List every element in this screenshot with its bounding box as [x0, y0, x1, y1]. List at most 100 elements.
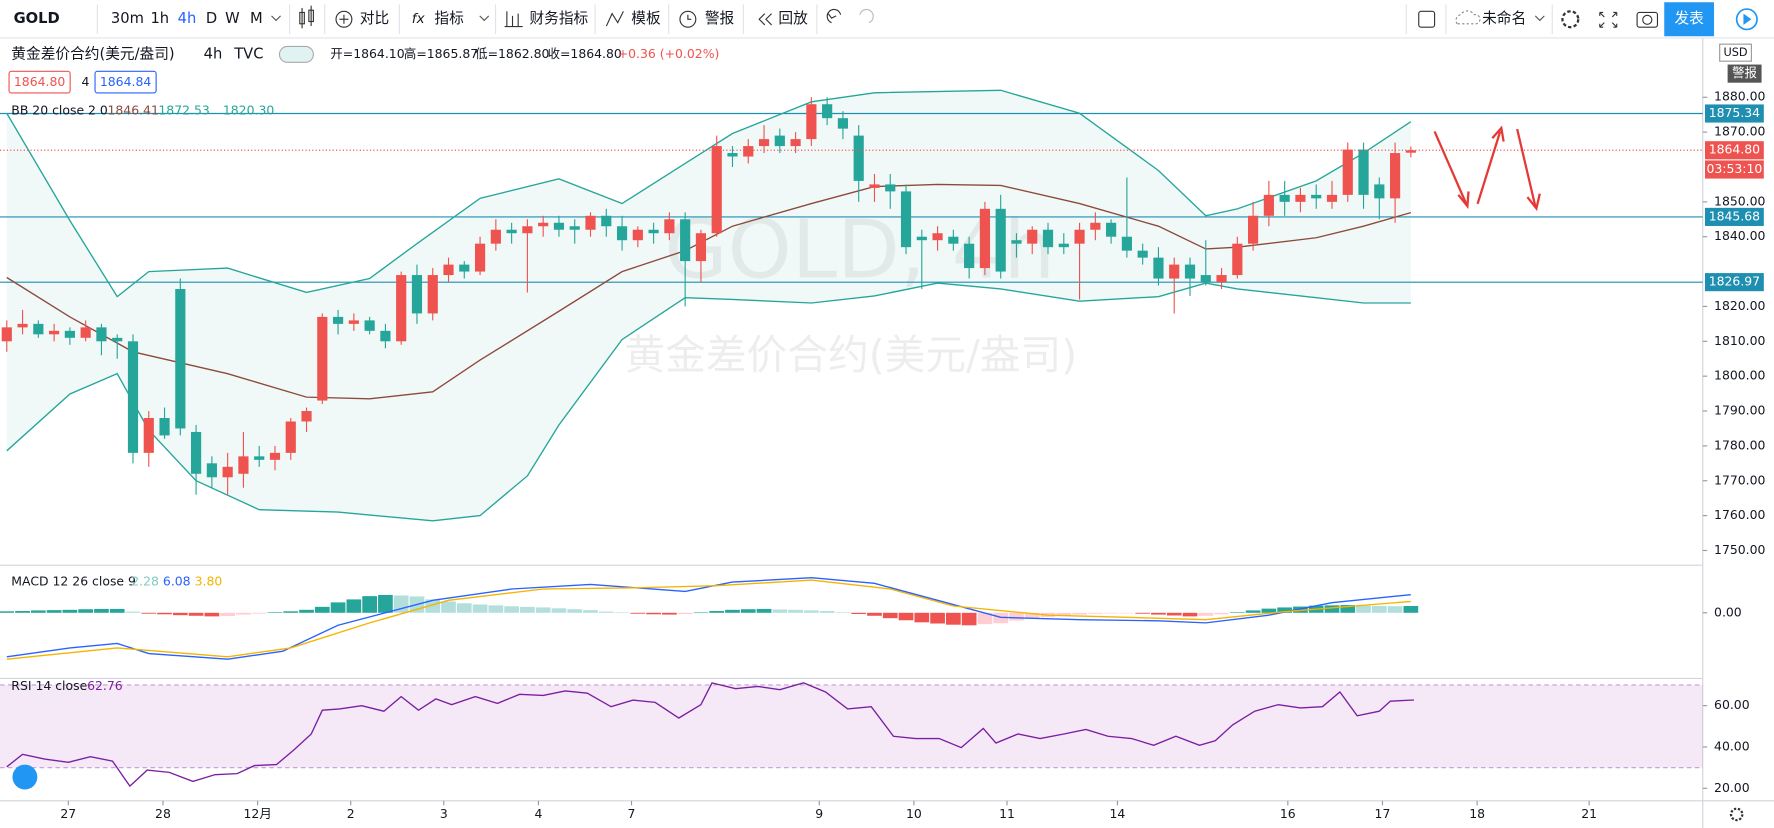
settings-icon[interactable] [1561, 10, 1580, 29]
macd-histogram-bar [1009, 612, 1024, 621]
axis-settings[interactable] [1729, 807, 1744, 822]
snapshot-icon[interactable] [1636, 11, 1659, 28]
candle-body [822, 104, 833, 119]
macd-histogram-bar [1340, 605, 1356, 613]
publish-button[interactable]: 发表 [1674, 10, 1704, 27]
interval-button[interactable]: W [225, 10, 240, 27]
candle-body [1216, 275, 1227, 283]
macd-histogram-bar [109, 608, 125, 613]
interval-button[interactable]: 30m [111, 10, 144, 27]
macd-histogram-bar [30, 610, 46, 613]
macd-histogram-bar [220, 612, 236, 617]
symbol[interactable]: GOLD [14, 10, 60, 27]
fullscreen-box[interactable] [1418, 10, 1436, 28]
interval-button[interactable]: 1h [150, 10, 169, 27]
expand-icon[interactable] [1599, 11, 1618, 28]
macd-histogram-bar [756, 608, 772, 613]
alert-button[interactable]: 警报 [705, 10, 735, 27]
candle-body [869, 184, 880, 188]
macd-histogram-bar [1403, 606, 1419, 613]
macd-histogram-bar [788, 609, 803, 613]
candle-body [80, 327, 91, 338]
hline-label: 1826.97 [1709, 274, 1760, 289]
macd-histogram-bar [1119, 612, 1135, 614]
candle-body [1, 327, 12, 342]
macd-histogram-bar [188, 612, 204, 616]
candle-body [1184, 264, 1196, 279]
date-tick-label: 16 [1280, 806, 1296, 821]
rsi-tick-label: 20.00 [1714, 780, 1750, 795]
drawn-arrows [1433, 125, 1541, 211]
redo-icon[interactable] [859, 8, 874, 24]
candle-body [900, 191, 912, 248]
macd-histogram-bar [1229, 612, 1245, 613]
macd-histogram-bar [930, 612, 945, 624]
candle-body [96, 327, 107, 342]
indicators-button[interactable]: 指标 [434, 10, 464, 27]
candle-body [964, 243, 975, 269]
stream-button[interactable] [1735, 8, 1758, 31]
date-tick-label: 3 [440, 806, 448, 821]
macd-histogram-bar [172, 612, 188, 616]
candle-body [553, 222, 565, 230]
financials-button[interactable]: 财务指标 [529, 10, 588, 27]
candle-body [1011, 240, 1022, 244]
macd-histogram-bar [740, 609, 756, 613]
candle-body [506, 229, 517, 234]
macd-histogram-bar [1356, 605, 1371, 613]
alert-icon[interactable] [679, 10, 697, 28]
replay-icon[interactable] [758, 13, 772, 26]
macd-histogram-bar [535, 607, 551, 613]
macd-histogram-bar [1072, 612, 1087, 615]
macd-histogram-bar [94, 608, 109, 613]
compare-button[interactable]: 对比 [360, 10, 389, 27]
macd-histogram-bar [378, 594, 393, 613]
candle-body [238, 456, 249, 474]
macd-tick-label: 0.00 [1714, 604, 1742, 619]
dropdown-icon[interactable] [1534, 15, 1545, 22]
candle-icon[interactable] [299, 5, 314, 29]
undo-icon[interactable] [826, 8, 842, 24]
interval-button[interactable]: 4h [178, 10, 197, 27]
candle-body [1405, 150, 1416, 153]
macd-histogram-bar [662, 612, 677, 615]
macd-histogram-bar [1056, 612, 1072, 616]
cloud-icon[interactable] [1455, 10, 1481, 25]
macd-legend-value: 2.28 [131, 574, 159, 589]
alert-badge[interactable] [1727, 64, 1762, 83]
dropdown-icon[interactable] [271, 15, 281, 22]
alert-badge-label[interactable]: 警报 [1732, 65, 1757, 80]
macd-histogram-bar [157, 612, 172, 615]
legend-text: +0.36 (+0.02%) [618, 46, 720, 61]
macd-histogram-bar [1087, 612, 1103, 614]
macd-histogram-bar [693, 612, 709, 614]
macd-histogram-bar [725, 609, 740, 613]
bb-legend: BB 20 close 2 0 [11, 102, 108, 117]
layout-name[interactable]: 未命名 [1482, 9, 1526, 27]
macd-histogram-bar [78, 609, 94, 613]
macd-histogram-bar [646, 612, 661, 615]
candle-body [317, 316, 328, 401]
candle-body [191, 431, 202, 474]
templates-icon[interactable] [605, 11, 624, 27]
replay-button[interactable]: 回放 [778, 10, 808, 27]
compare-icon[interactable] [335, 10, 353, 28]
fx-icon[interactable]: fx [412, 11, 426, 27]
candle-body [979, 208, 990, 269]
macd-histogram-bar [425, 599, 441, 613]
candle-body [1200, 275, 1211, 283]
candle-body [1326, 194, 1338, 202]
interval-button[interactable]: D [206, 10, 217, 27]
macd-histogram-bar [1277, 607, 1293, 613]
macd-histogram-bar [709, 611, 725, 613]
candle-body [727, 153, 738, 157]
price-tick-label: 1760.00 [1714, 507, 1765, 522]
candle-body [285, 421, 296, 453]
publish-button-bg[interactable] [1664, 2, 1715, 37]
interval-button[interactable]: M [250, 10, 263, 27]
templates-button[interactable]: 模板 [631, 9, 661, 27]
financials-icon[interactable] [504, 11, 523, 28]
dropdown-icon[interactable] [479, 15, 490, 22]
macd-histogram-bar [898, 612, 914, 621]
legend-toggle[interactable] [278, 45, 314, 63]
